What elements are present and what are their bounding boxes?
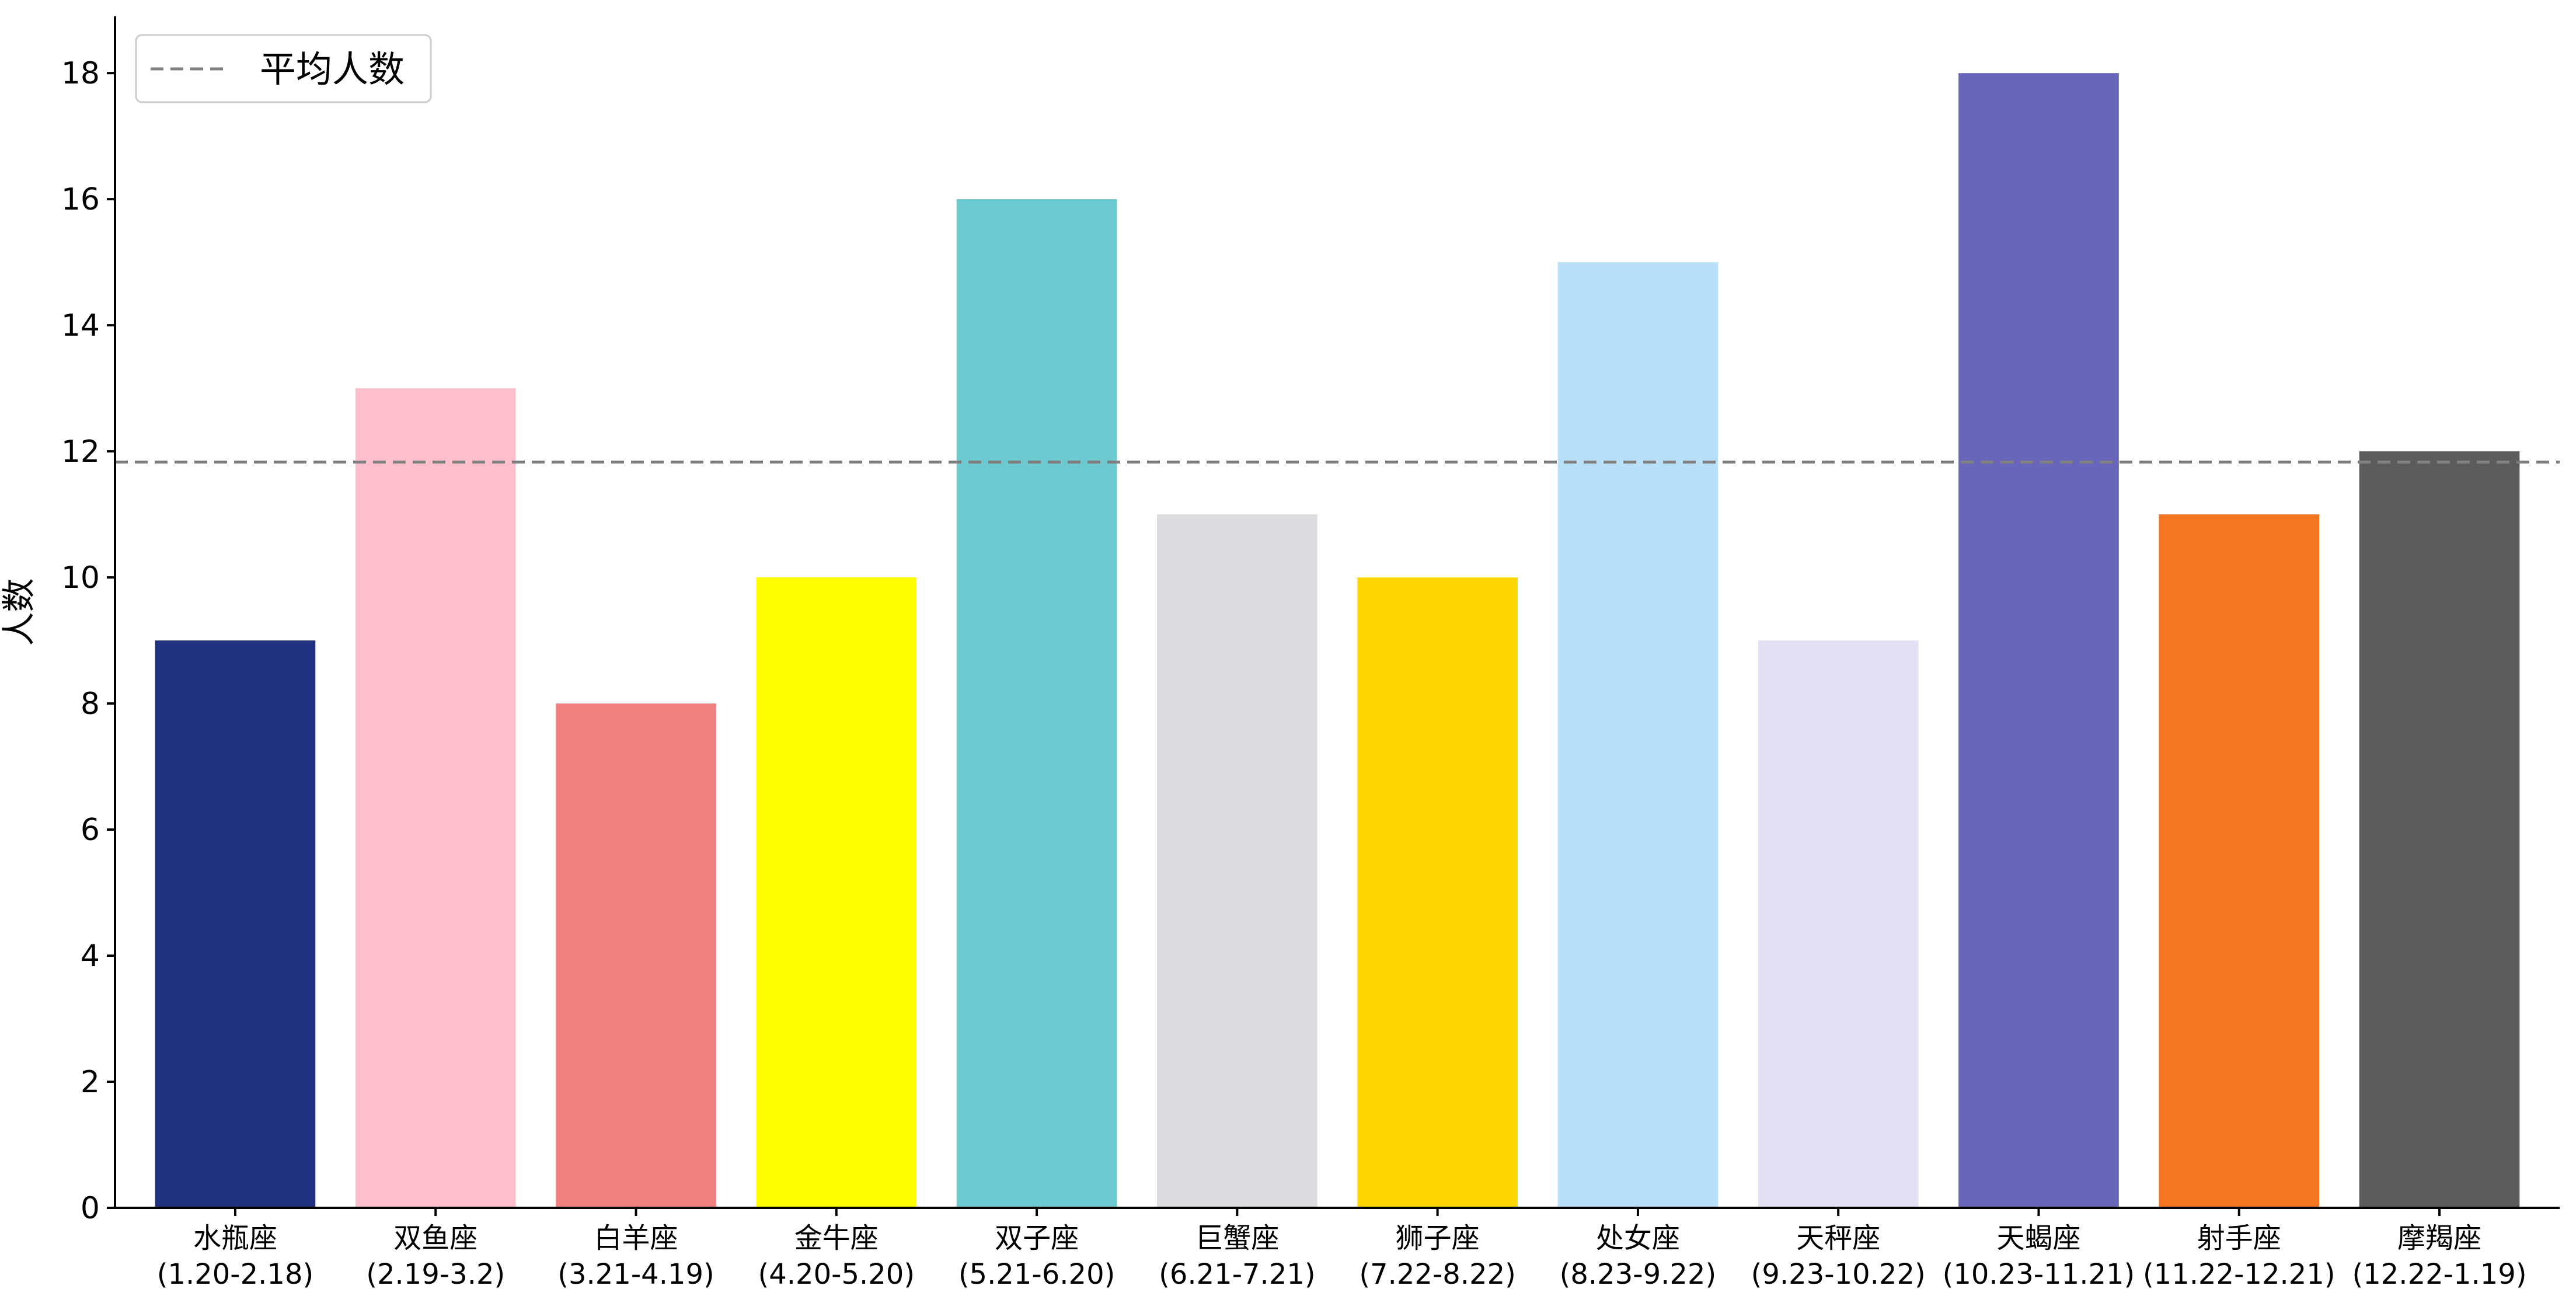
x-tick-label-name: 天秤座 xyxy=(1796,1222,1880,1255)
x-tick-label-name: 巨蟹座 xyxy=(1195,1222,1279,1255)
y-tick-label: 2 xyxy=(81,1065,100,1100)
x-tick-label-dates: (12.22-1.19) xyxy=(2352,1258,2527,1291)
legend-box xyxy=(135,34,432,103)
bar-7 xyxy=(1357,577,1518,1208)
bar-5 xyxy=(956,199,1117,1208)
x-tick-label-dates: (7.22-8.22) xyxy=(1359,1258,1516,1291)
y-tick-label: 4 xyxy=(81,939,100,974)
bar-9 xyxy=(1758,640,1919,1208)
x-tick-label-dates: (1.20-2.18) xyxy=(157,1258,314,1291)
x-tick-label-name: 金牛座 xyxy=(794,1222,879,1255)
bar-1 xyxy=(155,640,316,1208)
x-tick-label-name: 双子座 xyxy=(995,1222,1079,1255)
x-tick-label-dates: (5.21-6.20) xyxy=(958,1258,1116,1291)
bar-2 xyxy=(355,388,516,1208)
bar-6 xyxy=(1157,514,1317,1208)
x-tick-label-dates: (2.19-3.2) xyxy=(366,1258,505,1291)
x-tick-label-name: 白羊座 xyxy=(594,1222,678,1255)
bar-4 xyxy=(756,577,917,1208)
axes-group xyxy=(114,16,2560,1209)
y-tick-label: 14 xyxy=(61,308,100,343)
x-tick-label-dates: (6.21-7.21) xyxy=(1159,1258,1316,1291)
bars-group xyxy=(155,73,2520,1208)
legend-average-label: 平均人数 xyxy=(260,48,405,90)
bar-8 xyxy=(1557,262,1719,1208)
bar-3 xyxy=(556,703,716,1208)
x-tick-label-dates: (4.20-5.20) xyxy=(758,1258,915,1291)
x-tick-label-name: 处女座 xyxy=(1596,1222,1680,1255)
y-axis-label: 人数 xyxy=(0,578,39,646)
bar-12 xyxy=(2359,451,2520,1208)
y-ticks-group: 0 2 4 6 8 10 12 14 16 18 xyxy=(61,56,115,1226)
x-tick-label-dates: (9.23-10.22) xyxy=(1751,1258,1926,1291)
x-tick-label-name: 水瓶座 xyxy=(193,1222,277,1255)
y-tick-label: 10 xyxy=(61,560,100,595)
x-tick-label-dates: (10.23-11.21) xyxy=(1943,1258,2135,1291)
bar-11 xyxy=(2159,514,2320,1208)
x-tick-label-name: 射手座 xyxy=(2197,1222,2281,1255)
y-tick-label: 8 xyxy=(81,687,100,722)
y-tick-label: 18 xyxy=(61,56,100,91)
x-tick-label-name: 摩羯座 xyxy=(2397,1222,2481,1255)
y-tick-label: 0 xyxy=(81,1191,100,1226)
x-labels-group: 水瓶座(1.20-2.18) 双鱼座(2.19-3.2) 白羊座(3.21-4.19… xyxy=(157,1208,2527,1291)
y-tick-label: 12 xyxy=(61,434,100,469)
legend: 平均人数 xyxy=(135,34,432,103)
y-tick-label: 16 xyxy=(61,182,100,217)
x-tick-label-name: 双鱼座 xyxy=(393,1222,477,1255)
x-tick-label-dates: (11.22-12.21) xyxy=(2143,1258,2336,1291)
bar-10 xyxy=(1958,73,2119,1208)
y-tick-label: 6 xyxy=(81,813,100,848)
x-tick-label-dates: (8.23-9.22) xyxy=(1560,1258,1717,1291)
x-tick-label-name: 天蝎座 xyxy=(1996,1222,2080,1255)
x-tick-label-name: 狮子座 xyxy=(1396,1222,1480,1255)
x-tick-label-dates: (3.21-4.19) xyxy=(557,1258,714,1291)
